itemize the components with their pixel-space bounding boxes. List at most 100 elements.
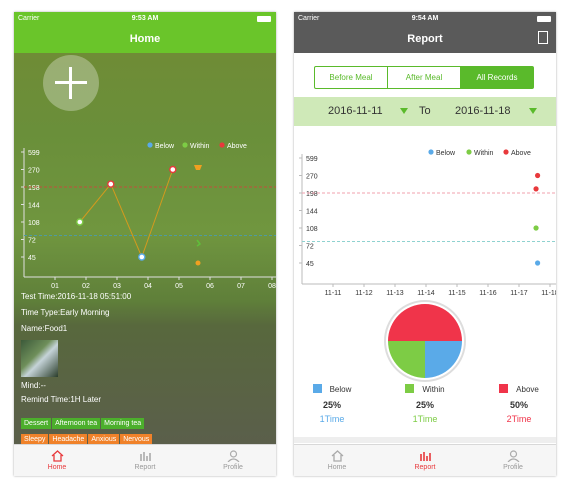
food-bowl-icon xyxy=(194,165,202,170)
y-tick-label: 72 xyxy=(28,238,36,245)
segment-all-records[interactable]: All Records xyxy=(461,67,533,88)
tab-report-label: Report xyxy=(134,464,156,471)
remind-time-text: Remind Time:1H Later xyxy=(21,395,102,404)
x-tick-label: 11-15 xyxy=(448,290,465,296)
x-tick-label: 11-11 xyxy=(325,290,342,296)
tab-profile[interactable]: Profile xyxy=(470,445,556,476)
tag-headache: Headache xyxy=(49,434,88,445)
data-point xyxy=(76,218,84,226)
food-photo[interactable] xyxy=(21,340,58,377)
date-from-dropdown-icon[interactable] xyxy=(400,108,408,114)
below-swatch xyxy=(312,384,322,393)
legend-within-label: Within xyxy=(474,150,494,157)
y-tick-label: 270 xyxy=(28,168,40,175)
page-title: Report xyxy=(407,33,443,45)
report-icon xyxy=(139,452,151,461)
date-to[interactable]: 2016-11-18 xyxy=(455,105,511,117)
segment-before-meal[interactable]: Before Meal xyxy=(315,67,388,88)
leaf-icon xyxy=(196,239,202,247)
tab-home[interactable]: Home xyxy=(14,445,100,476)
test-time-text: Test Time:2016-11-18 05:51:00 xyxy=(21,292,132,301)
tab-profile[interactable]: Profile xyxy=(190,445,276,476)
date-from[interactable]: 2016-11-11 xyxy=(328,105,383,117)
carrier-label: Carrier xyxy=(18,15,40,22)
tab-home-label: Home xyxy=(47,464,67,471)
x-tick-label: 11-13 xyxy=(386,290,403,296)
legend-above-dot xyxy=(503,149,509,155)
y-tick-label: 108 xyxy=(306,226,318,233)
stat-below-times: 1Time xyxy=(319,414,345,424)
tab-profile-label: Profile xyxy=(223,464,243,471)
legend-within-label: Within xyxy=(190,143,210,150)
stat-below-percent: 25% xyxy=(322,400,341,410)
legend-above-label: Above xyxy=(227,143,247,150)
stat-above-label: Above xyxy=(516,385,539,394)
data-point xyxy=(533,186,539,192)
legend-above-dot xyxy=(219,142,225,148)
report-icon xyxy=(419,452,431,461)
food-name-text: Name:Food1 xyxy=(21,324,68,333)
page-title: Home xyxy=(129,33,161,45)
tab-report[interactable]: Report xyxy=(382,445,468,476)
y-tick-label: 108 xyxy=(28,220,40,227)
y-tick-label: 198 xyxy=(28,185,40,192)
y-tick-label: 72 xyxy=(306,244,314,251)
battery-icon xyxy=(537,16,551,22)
pie-slice-within xyxy=(388,341,425,378)
y-tick-label: 198 xyxy=(306,191,318,198)
stat-below-label: Below xyxy=(329,385,352,394)
home-header xyxy=(14,12,276,53)
y-tick-label: 45 xyxy=(28,255,36,262)
tab-home[interactable]: Home xyxy=(294,445,380,476)
above-swatch xyxy=(499,384,509,393)
data-point xyxy=(107,180,115,188)
x-tick-label: 07 xyxy=(237,283,245,290)
home-icon xyxy=(331,450,343,462)
tab-bar: Home Report Profile xyxy=(294,444,556,476)
y-tick-label: 144 xyxy=(306,209,318,216)
date-to-label: To xyxy=(419,105,431,117)
tag-morning-tea: Morning tea xyxy=(101,418,145,429)
data-point xyxy=(533,225,539,231)
y-tick-label: 270 xyxy=(306,174,318,181)
stat-above: Above 50% 2Time xyxy=(484,384,554,424)
section-divider xyxy=(294,437,556,443)
tag-list-green: Dessert Afternoon tea Morning tea xyxy=(21,412,271,433)
home-background xyxy=(14,53,276,454)
tab-report[interactable]: Report xyxy=(102,445,188,476)
tab-report-label: Report xyxy=(414,464,436,471)
series-line xyxy=(79,169,174,259)
x-tick-label: 11-16 xyxy=(479,290,496,296)
tab-profile-label: Profile xyxy=(503,464,523,471)
segment-after-meal[interactable]: After Meal xyxy=(388,67,461,88)
add-record-button[interactable] xyxy=(43,55,99,111)
pie-slice-above xyxy=(388,304,462,341)
x-tick-label: 11-17 xyxy=(510,290,527,296)
tab-bar: Home Report Profile xyxy=(14,444,276,476)
tag-list-orange: Sleepy Headache Anxious Nervous xyxy=(21,428,271,449)
pie-slice-below xyxy=(425,341,462,378)
x-tick-label: 11-14 xyxy=(417,290,434,296)
report-header xyxy=(294,12,556,53)
data-point xyxy=(169,165,177,174)
export-document-icon[interactable] xyxy=(538,31,548,44)
date-to-dropdown-icon[interactable] xyxy=(529,108,537,114)
data-point xyxy=(535,172,541,179)
x-tick-label: 11-18 xyxy=(541,290,556,296)
date-range-bar: 2016-11-11 To 2016-11-18 xyxy=(294,97,556,126)
tag-afternoon-tea: Afternoon tea xyxy=(52,418,101,429)
tag-sleepy: Sleepy xyxy=(21,434,49,445)
stat-above-times: 2Time xyxy=(506,414,532,424)
stat-below: Below 25% 1Time xyxy=(297,384,367,424)
y-tick-label: 144 xyxy=(28,203,40,210)
x-tick-label: 05 xyxy=(175,283,183,290)
legend-within-dot xyxy=(466,149,472,155)
legend-within-dot xyxy=(182,142,188,148)
glucose-scatter-chart: 599 270 198 144 108 72 45 11-11 11-12 11-13 11-14 1… xyxy=(299,149,556,296)
x-tick-label: 11-12 xyxy=(355,290,372,296)
legend-below-dot xyxy=(147,142,153,148)
status-time: 9:53 AM xyxy=(131,15,159,22)
status-bar: Carrier 9:53 AM xyxy=(14,12,276,26)
x-tick-label: 02 xyxy=(82,283,90,290)
stat-above-percent: 50% xyxy=(509,400,528,410)
